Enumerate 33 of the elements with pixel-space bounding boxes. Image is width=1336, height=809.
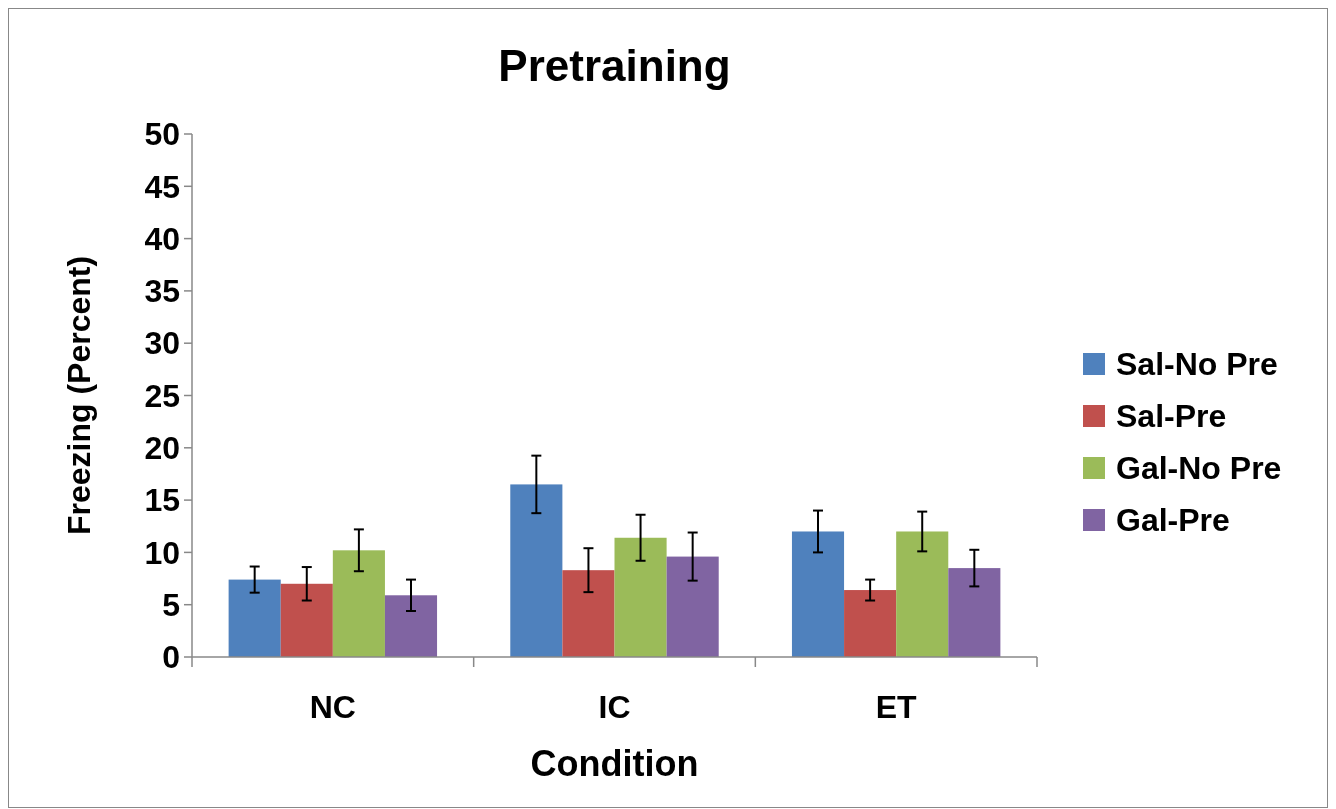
y-axis-title: Freezing (Percent) <box>61 255 97 536</box>
y-tick-label: 40 <box>144 220 180 257</box>
y-tick-label: 35 <box>144 273 180 310</box>
bar <box>791 531 845 657</box>
bar <box>562 570 615 657</box>
y-tick-label: 45 <box>144 168 180 205</box>
y-tick-label: 15 <box>144 482 180 519</box>
bar <box>228 579 281 657</box>
bar <box>614 537 667 657</box>
x-tick-label: NC <box>309 689 356 725</box>
legend-label: Gal-Pre <box>1116 502 1230 539</box>
legend-label: Gal-No Pre <box>1116 450 1282 487</box>
bar <box>510 484 563 657</box>
bar <box>280 583 333 657</box>
y-tick-label: 30 <box>144 325 180 362</box>
y-tick-label: 5 <box>162 586 180 623</box>
bar <box>384 595 438 657</box>
bar <box>844 590 897 657</box>
y-tick-label: 0 <box>162 639 180 676</box>
y-tick-label: 50 <box>144 116 180 153</box>
x-axis-title: Condition <box>530 743 699 784</box>
y-tick-label: 20 <box>144 430 180 466</box>
bar <box>666 556 719 657</box>
bar <box>332 550 385 657</box>
y-tick-label: 10 <box>144 534 180 571</box>
legend-label: Sal-Pre <box>1116 398 1227 435</box>
bar <box>896 531 949 657</box>
chart-title: Pretraining <box>498 41 731 90</box>
y-tick-label: 25 <box>144 377 180 414</box>
bar <box>948 568 1001 657</box>
x-tick-label: IC <box>598 689 631 725</box>
x-tick-label: ET <box>875 689 918 725</box>
legend-label: Sal-No Pre <box>1116 346 1278 383</box>
